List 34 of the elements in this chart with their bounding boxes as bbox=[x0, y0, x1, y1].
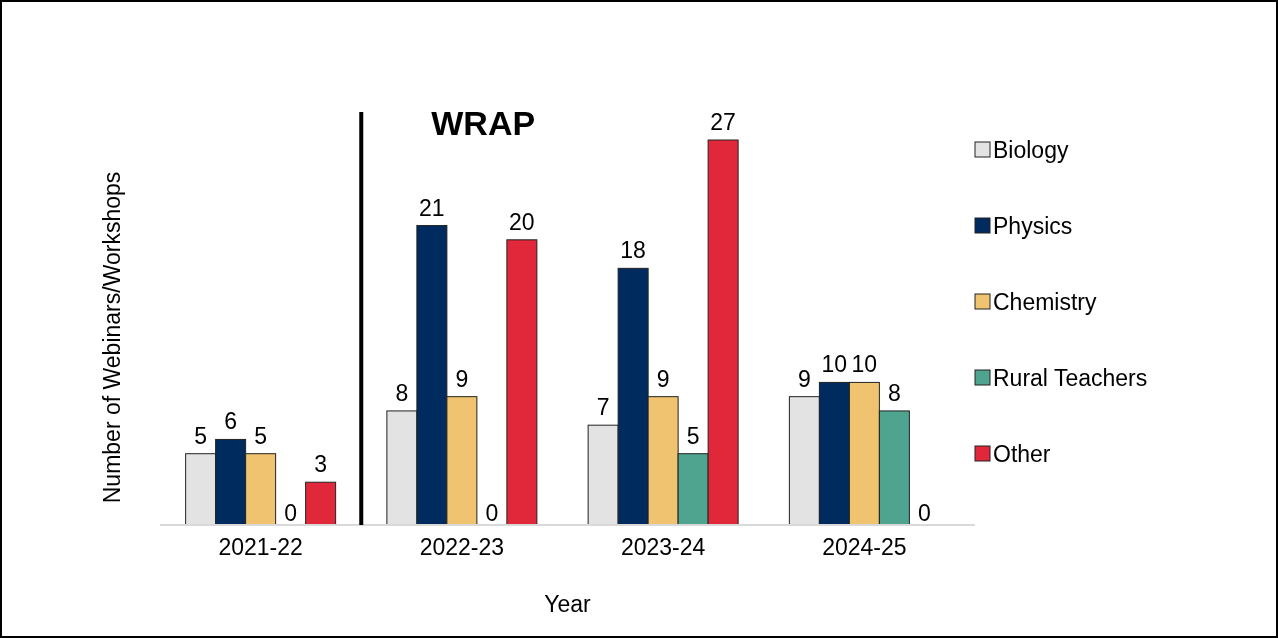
data-label: 8 bbox=[395, 379, 409, 406]
x-tick-label: 2023-24 bbox=[620, 534, 706, 561]
annotation: WRAP bbox=[431, 104, 536, 142]
legend-label: Physics bbox=[993, 213, 1073, 239]
data-label: 10 bbox=[851, 351, 878, 378]
x-tick-label: 2021-22 bbox=[218, 534, 303, 561]
data-label: 5 bbox=[254, 422, 268, 449]
legend-label: Rural Teachers bbox=[993, 365, 1148, 391]
legend-label: Biology bbox=[993, 137, 1069, 163]
x-tick-label: 2024-25 bbox=[822, 534, 907, 561]
data-label: 0 bbox=[485, 500, 499, 526]
data-label: 20 bbox=[509, 208, 535, 235]
data-label: 27 bbox=[710, 109, 736, 135]
data-label: 3 bbox=[314, 451, 328, 478]
bar bbox=[305, 481, 337, 526]
data-label: 5 bbox=[686, 422, 700, 449]
data-label: 10 bbox=[821, 351, 848, 378]
legend-label: Other bbox=[993, 441, 1051, 467]
data-label: 8 bbox=[887, 379, 901, 406]
data-label: 6 bbox=[224, 408, 238, 435]
data-label: 9 bbox=[656, 365, 670, 392]
data-label: 5 bbox=[194, 422, 208, 449]
data-label: 9 bbox=[455, 365, 469, 392]
y-axis-title: Number of Webinars/Workshops bbox=[99, 171, 125, 504]
x-axis-title: Year bbox=[544, 591, 592, 617]
legend-label: Chemistry bbox=[993, 289, 1098, 315]
data-label: 0 bbox=[284, 500, 298, 526]
bar bbox=[506, 239, 538, 526]
data-label: 9 bbox=[797, 365, 811, 392]
x-tick-label: 2022-23 bbox=[419, 534, 505, 561]
data-label: 7 bbox=[596, 394, 610, 421]
data-label: 18 bbox=[620, 237, 646, 264]
data-label: 0 bbox=[917, 500, 931, 526]
data-label: 21 bbox=[419, 194, 445, 221]
